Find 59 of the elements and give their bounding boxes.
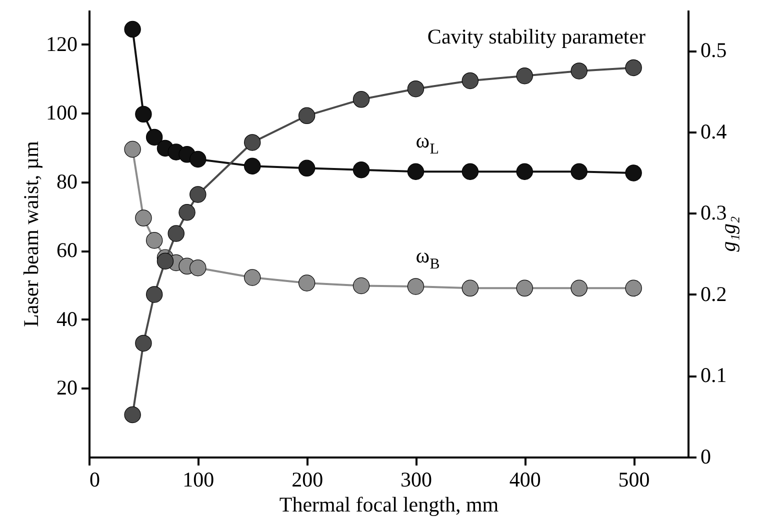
point <box>407 163 424 180</box>
point <box>156 252 174 270</box>
point <box>146 286 163 303</box>
point <box>244 134 261 151</box>
x-axis-title: Thermal focal length, mm <box>279 492 499 516</box>
y-tick-label: 100 <box>46 100 78 125</box>
point <box>135 334 152 352</box>
point <box>168 225 184 242</box>
y-tick-label: 40 <box>56 306 78 331</box>
point <box>570 163 588 180</box>
y-axis-title: Laser beam waist, µm <box>19 141 43 327</box>
x-tick-label: 100 <box>182 468 214 492</box>
point <box>516 280 533 297</box>
point <box>570 280 588 297</box>
point <box>124 20 141 38</box>
point <box>407 278 424 295</box>
point <box>190 260 206 276</box>
x-tick-label: 200 <box>292 468 324 492</box>
point <box>625 164 642 182</box>
y-tick-label: 60 <box>56 238 78 262</box>
point <box>244 158 261 174</box>
point <box>462 280 479 297</box>
point <box>462 163 479 180</box>
point <box>625 280 642 297</box>
point <box>244 269 261 286</box>
y2-tick-label: 0.4 <box>700 119 728 144</box>
y-tick-label: 80 <box>56 169 78 194</box>
x-tick-label: 400 <box>509 468 541 492</box>
point <box>462 72 479 90</box>
x-tick-label: 500 <box>618 468 650 492</box>
y2-tick-label: 0.5 <box>700 38 727 62</box>
point <box>124 406 141 424</box>
point <box>135 106 152 123</box>
point <box>352 277 370 294</box>
point <box>407 80 424 98</box>
y2-tick-label: 0.1 <box>700 363 727 388</box>
point <box>352 91 370 108</box>
point <box>190 150 206 168</box>
point <box>146 128 163 146</box>
point <box>135 210 152 226</box>
point <box>570 62 588 80</box>
point <box>352 162 370 178</box>
point <box>298 107 316 124</box>
x-tick-label: 0 <box>90 468 100 492</box>
point <box>178 204 196 221</box>
point <box>298 274 316 292</box>
point <box>298 160 316 177</box>
y-tick-label: 120 <box>46 32 78 56</box>
x-tick-label: 300 <box>400 468 432 492</box>
point <box>625 59 642 76</box>
y2-tick-label: 0 <box>700 444 711 468</box>
point <box>516 67 533 84</box>
point <box>190 186 206 203</box>
y2-tick-label: 0.2 <box>700 282 727 306</box>
point <box>516 163 533 180</box>
point <box>124 140 141 158</box>
point <box>146 232 163 249</box>
y-tick-label: 20 <box>56 376 78 400</box>
series-label: Cavity stability parameter <box>427 24 646 49</box>
